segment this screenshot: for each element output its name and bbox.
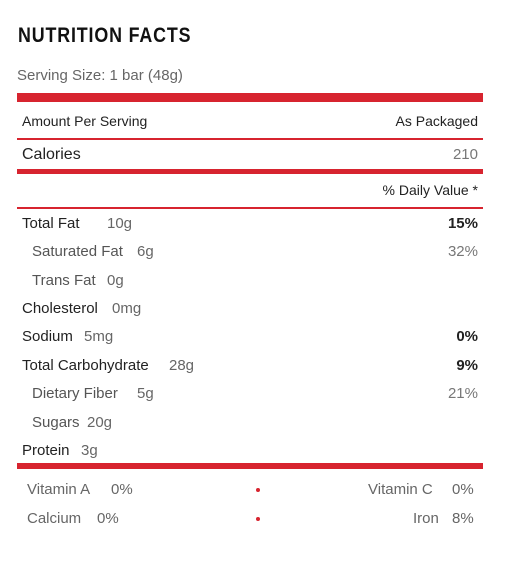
calories-label: Calories bbox=[22, 146, 81, 163]
nutrient-amount: 0g bbox=[107, 272, 124, 289]
nutrient-name: Protein bbox=[22, 442, 70, 459]
nutrient-name: Trans Fat bbox=[32, 272, 96, 289]
nutrient-name: Saturated Fat bbox=[32, 243, 123, 260]
nutrient-name: Cholesterol bbox=[22, 300, 98, 317]
daily-value: 21% bbox=[447, 385, 478, 402]
nutrient-row: Protein 3g bbox=[17, 442, 478, 462]
nutrient-name: Sugars bbox=[32, 414, 80, 431]
vitamin-name: Iron bbox=[413, 510, 439, 527]
nutrient-row: Saturated Fat 6g 32% bbox=[17, 243, 478, 263]
daily-value: 0% bbox=[456, 328, 478, 345]
serving-size: Serving Size: 1 bar (48g) bbox=[17, 67, 183, 84]
vitamin-name: Calcium bbox=[27, 510, 82, 527]
vitamin-name: Vitamin A bbox=[27, 481, 91, 498]
divider-medium bbox=[17, 463, 483, 469]
nutrient-name: Total Fat bbox=[22, 215, 80, 232]
daily-value-label: % Daily Value * bbox=[382, 182, 478, 198]
daily-value: 32% bbox=[447, 243, 478, 260]
nutrient-row: Total Fat 10g 15% bbox=[17, 215, 478, 235]
nutrient-row: Sugars 20g bbox=[17, 414, 478, 434]
vitamin-name: Vitamin C bbox=[368, 481, 433, 498]
amount-label: Amount Per Serving bbox=[22, 113, 148, 129]
separator-dot bbox=[256, 517, 260, 521]
nutrient-row: Total Carbohydrate 28g 9% bbox=[17, 357, 478, 377]
title: NUTRITION FACTS bbox=[18, 24, 192, 47]
nutrient-row: Trans Fat 0g bbox=[17, 272, 478, 292]
nutrient-amount: 28g bbox=[169, 357, 195, 374]
divider-thin bbox=[17, 207, 483, 209]
separator-dot bbox=[256, 488, 260, 492]
daily-value: 15% bbox=[447, 215, 478, 232]
vitamin-value: 0% bbox=[452, 481, 474, 498]
nutrient-row: Dietary Fiber 5g 21% bbox=[17, 385, 478, 405]
nutrient-amount: 6g bbox=[137, 243, 154, 260]
nutrient-name: Dietary Fiber bbox=[32, 385, 118, 402]
divider-thin bbox=[17, 138, 483, 140]
vitamin-value: 0% bbox=[97, 510, 119, 527]
nutrient-name: Sodium bbox=[22, 328, 73, 345]
divider-thick bbox=[17, 93, 483, 102]
nutrient-amount: 5mg bbox=[84, 328, 114, 345]
column-label: As Packaged bbox=[395, 113, 479, 129]
nutrient-amount: 0mg bbox=[112, 300, 142, 317]
calories-value: 210 bbox=[452, 146, 478, 163]
nutrient-name: Total Carbohydrate bbox=[22, 357, 149, 374]
vitamin-value: 0% bbox=[111, 481, 133, 498]
nutrient-row: Sodium 5mg 0% bbox=[17, 328, 478, 348]
nutrient-row: Cholesterol 0mg bbox=[17, 300, 478, 320]
nutrient-amount: 10g bbox=[107, 215, 133, 232]
nutrient-amount: 5g bbox=[137, 385, 154, 402]
nutrient-amount: 3g bbox=[81, 442, 98, 459]
vitamin-value: 8% bbox=[452, 510, 474, 527]
daily-value: 9% bbox=[456, 357, 478, 374]
divider-medium bbox=[17, 169, 483, 174]
nutrient-amount: 20g bbox=[87, 414, 113, 431]
